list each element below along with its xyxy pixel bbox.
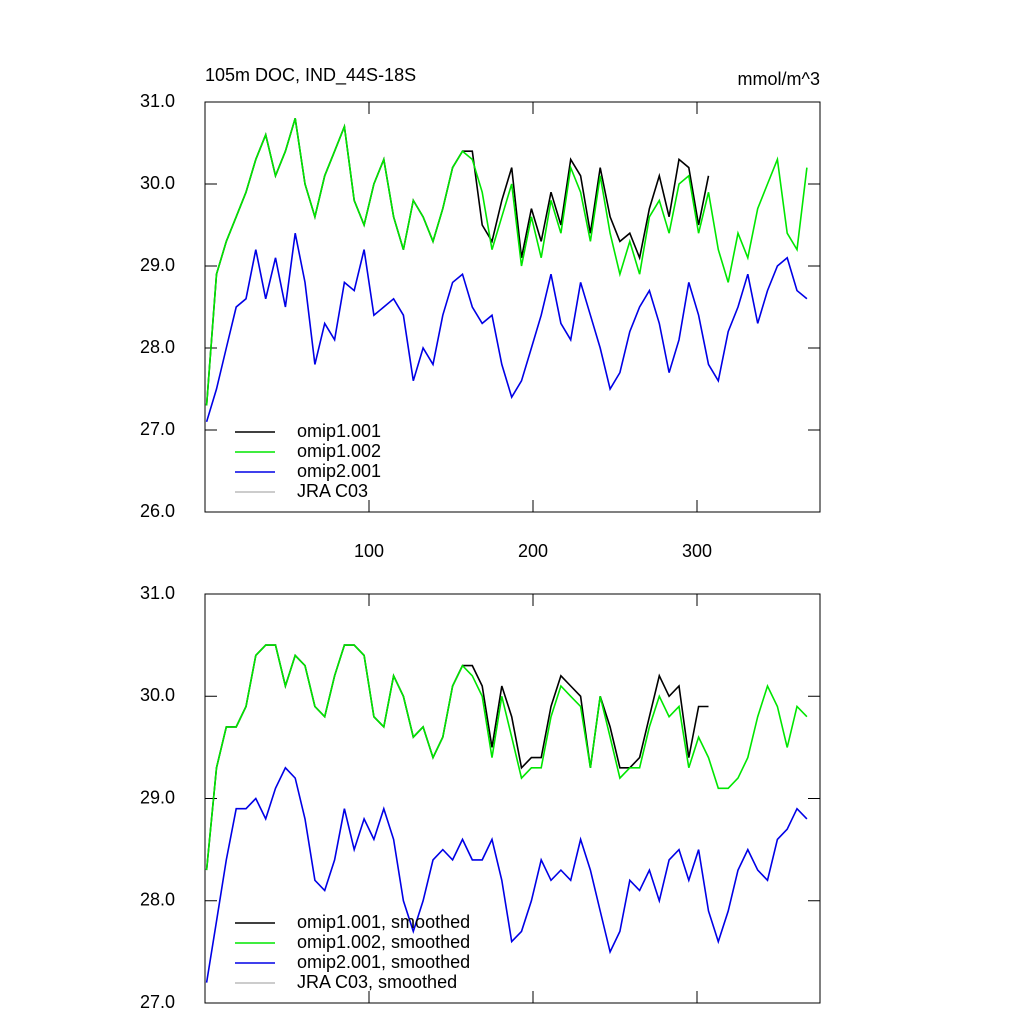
y-tick-label: 31.0 — [140, 91, 175, 111]
y-tick-label: 28.0 — [140, 890, 175, 910]
series-line — [205, 644, 808, 871]
legend-label: omip1.001, smoothed — [297, 912, 470, 932]
legend-label: JRA C03 — [297, 481, 368, 501]
legend-label: omip1.001 — [297, 421, 381, 441]
y-tick-label: 30.0 — [140, 685, 175, 705]
series-line — [205, 644, 709, 871]
chart-title: 105m DOC, IND_44S-18S — [205, 65, 416, 86]
y-tick-label: 29.0 — [140, 787, 175, 807]
y-tick-label: 28.0 — [140, 337, 175, 357]
legend-label: omip1.002, smoothed — [297, 932, 470, 952]
legend-label: omip1.002 — [297, 441, 381, 461]
series-line — [205, 118, 808, 406]
y-tick-label: 31.0 — [140, 583, 175, 603]
y-tick-label: 27.0 — [140, 992, 175, 1012]
x-tick-label: 100 — [354, 541, 384, 561]
series-line — [205, 233, 808, 423]
x-tick-label: 300 — [682, 541, 712, 561]
units-label: mmol/m^3 — [738, 69, 820, 89]
x-tick-label: 200 — [518, 541, 548, 561]
legend-label: omip2.001 — [297, 461, 381, 481]
legend-label: JRA C03, smoothed — [297, 972, 457, 992]
y-tick-label: 29.0 — [140, 255, 175, 275]
y-tick-label: 26.0 — [140, 501, 175, 521]
series-line — [205, 766, 808, 983]
legend-label: omip2.001, smoothed — [297, 952, 470, 972]
y-tick-label: 27.0 — [140, 419, 175, 439]
y-tick-label: 30.0 — [140, 173, 175, 193]
plot-frame — [204, 101, 821, 513]
